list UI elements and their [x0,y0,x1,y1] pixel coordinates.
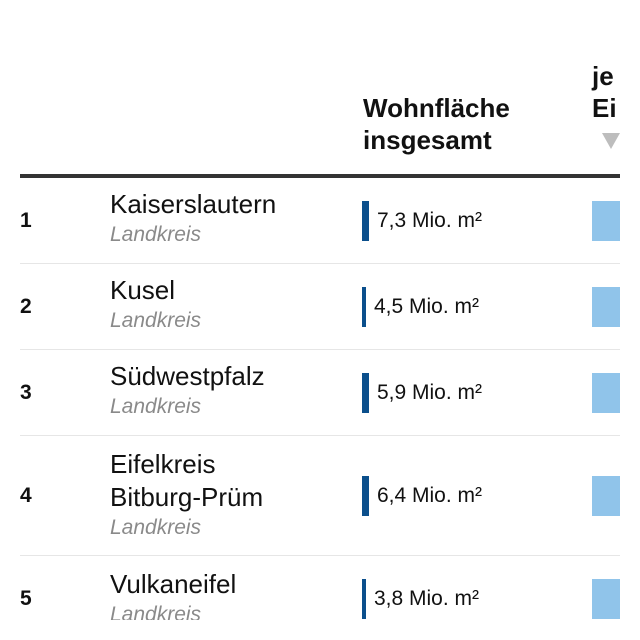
total-area-cell: 4,5 Mio. m² [362,286,480,327]
total-area-value: 4,5 Mio. m² [374,294,480,318]
table-row[interactable]: 1 Kaiserslautern Landkreis 7,3 Mio. m² [0,178,620,264]
table-body: 1 Kaiserslautern Landkreis 7,3 Mio. m² 2… [0,178,620,620]
total-area-value: 6,4 Mio. m² [377,483,483,507]
region-name: Südwestpfalz [110,361,265,391]
region-name: Vulkaneifel [110,569,237,599]
region-name-line1: Eifelkreis [110,449,216,479]
total-area-cell: 7,3 Mio. m² [362,200,483,241]
region-type: Landkreis [110,309,202,332]
total-area-cell: 6,4 Mio. m² [362,475,483,516]
column-header-per-capita-line2: Ei [592,93,617,123]
column-header-total-line1: Wohnfläche [363,93,510,123]
per-capita-bar [592,578,620,619]
total-area-cell: 3,8 Mio. m² [362,578,480,619]
total-area-bar [362,475,369,516]
total-area-value: 7,3 Mio. m² [377,208,483,232]
table-row[interactable]: 4 Eifelkreis Bitburg-Prüm Landkreis 6,4 … [0,436,620,556]
region-cell: Kusel Landkreis [110,274,201,335]
column-header-total-area[interactable]: Wohnfläche insgesamt [363,92,510,156]
table-header: Wohnfläche insgesamt je Ei [0,0,620,178]
table-row[interactable]: 3 Südwestpfalz Landkreis 5,9 Mio. m² [0,350,620,436]
region-type: Landkreis [110,223,202,246]
column-header-total-line2: insgesamt [363,125,492,155]
total-area-bar [362,372,369,413]
region-name: Kaiserslautern [110,189,277,219]
column-header-per-capita[interactable]: je Ei [592,60,617,124]
per-capita-bar [592,372,620,413]
region-cell: Eifelkreis Bitburg-Prüm Landkreis [110,448,263,542]
per-capita-bar [592,286,620,327]
total-area-bar [362,200,369,241]
per-capita-bar [592,200,620,241]
rank-cell: 4 [20,483,32,507]
column-header-per-capita-line1: je [592,61,614,91]
sort-descending-icon[interactable] [602,133,620,149]
table-row[interactable]: 5 Vulkaneifel Landkreis 3,8 Mio. m² [0,556,620,620]
region-type: Landkreis [110,516,202,539]
region-cell: Vulkaneifel Landkreis [110,568,236,620]
rank-cell: 1 [20,208,32,232]
region-name: Kusel [110,275,176,305]
table-row[interactable]: 2 Kusel Landkreis 4,5 Mio. m² [0,264,620,350]
per-capita-bar [592,475,620,516]
total-area-value: 3,8 Mio. m² [374,586,480,610]
table-viewport: Wohnfläche insgesamt je Ei 1 Kaiserslaut… [0,0,620,620]
region-type: Landkreis [110,395,202,418]
region-name-line2: Bitburg-Prüm [110,482,264,512]
total-area-bar [362,286,366,327]
region-cell: Kaiserslautern Landkreis [110,188,276,249]
header-divider [20,174,620,178]
rank-cell: 2 [20,294,32,318]
total-area-bar [362,578,366,619]
rank-cell: 5 [20,586,32,610]
rank-cell: 3 [20,380,32,404]
total-area-cell: 5,9 Mio. m² [362,372,483,413]
region-cell: Südwestpfalz Landkreis [110,360,265,421]
total-area-value: 5,9 Mio. m² [377,380,483,404]
region-type: Landkreis [110,603,202,620]
